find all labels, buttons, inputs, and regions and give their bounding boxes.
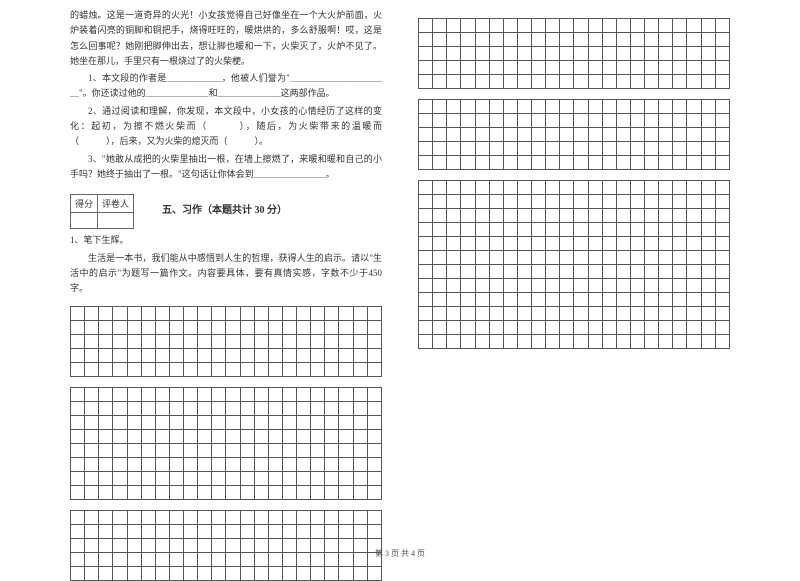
writing-prompt: 生活是一本书，我们能从中感悟到人生的哲理，获得人生的启示。请以"生活中的启示"为…	[70, 251, 382, 297]
question-3: 3、"她敢从成把的火柴里抽出一根，在墙上擦燃了，来暖和暖和自己的小手吗？她终于抽…	[70, 152, 382, 183]
writing-subtitle: 1、笔下生辉。	[70, 233, 382, 248]
writing-grid-right-2[interactable]	[418, 99, 730, 170]
score-cell-1[interactable]	[71, 213, 98, 229]
score-header-1: 得分	[71, 195, 98, 213]
writing-grid-left-3[interactable]	[70, 510, 382, 581]
score-cell-2[interactable]	[98, 213, 134, 229]
writing-grid-right-1[interactable]	[418, 18, 730, 89]
question-2: 2、通过阅读和理解，你发现，本文段中，小女孩的心情经历了这样的变化：起初，为擦不…	[70, 104, 382, 150]
writing-grid-left-1[interactable]	[70, 306, 382, 377]
writing-grid-left-2[interactable]	[70, 387, 382, 500]
page-footer: 第 3 页 共 4 页	[0, 548, 800, 559]
score-table: 得分 评卷人	[70, 194, 134, 229]
writing-grid-right-3[interactable]	[418, 180, 730, 349]
score-header-2: 评卷人	[98, 195, 134, 213]
section-5-title: 五、习作（本题共计 30 分）	[162, 201, 287, 216]
section-5-header: 得分 评卷人 五、习作（本题共计 30 分）	[70, 184, 382, 233]
passage-text: 的蜡烛。这是一道奇异的火光！小女孩觉得自己好像坐在一个大火炉前面，火炉装着闪亮的…	[70, 8, 382, 69]
question-1: 1、本文段的作者是＿＿＿＿＿＿，他被人们誉为"＿＿＿＿＿＿＿＿＿＿＿"。你还读过…	[70, 71, 382, 102]
